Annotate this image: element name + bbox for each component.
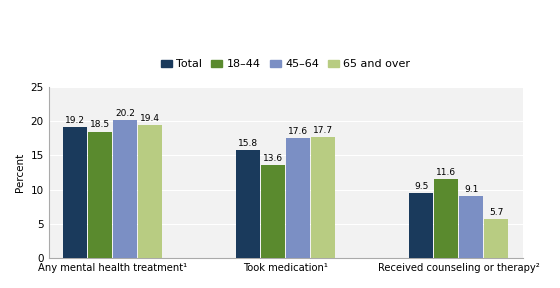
Bar	[236, 150, 260, 258]
Bar	[435, 179, 458, 258]
Bar	[311, 137, 335, 258]
Text: 20.2: 20.2	[115, 109, 135, 118]
Y-axis label: Percent: Percent	[15, 153, 25, 192]
Bar	[113, 120, 137, 258]
Bar	[409, 193, 433, 258]
Text: 9.5: 9.5	[414, 182, 428, 191]
Bar	[138, 125, 162, 258]
Bar	[484, 219, 508, 258]
Bar	[88, 132, 112, 258]
Text: 18.5: 18.5	[90, 120, 110, 130]
Text: 19.4: 19.4	[140, 114, 160, 123]
Bar	[63, 127, 87, 258]
Text: 19.2: 19.2	[65, 116, 85, 125]
Text: 11.6: 11.6	[436, 168, 456, 177]
Text: 17.7: 17.7	[313, 126, 333, 135]
Text: 15.8: 15.8	[238, 139, 258, 148]
Text: 9.1: 9.1	[464, 185, 478, 194]
Bar	[261, 165, 285, 258]
Text: 13.6: 13.6	[263, 154, 283, 163]
Text: 5.7: 5.7	[489, 208, 503, 217]
Text: 17.6: 17.6	[288, 127, 308, 136]
Bar	[286, 138, 310, 258]
Legend: Total, 18–44, 45–64, 65 and over: Total, 18–44, 45–64, 65 and over	[156, 55, 415, 74]
Bar	[459, 196, 483, 258]
